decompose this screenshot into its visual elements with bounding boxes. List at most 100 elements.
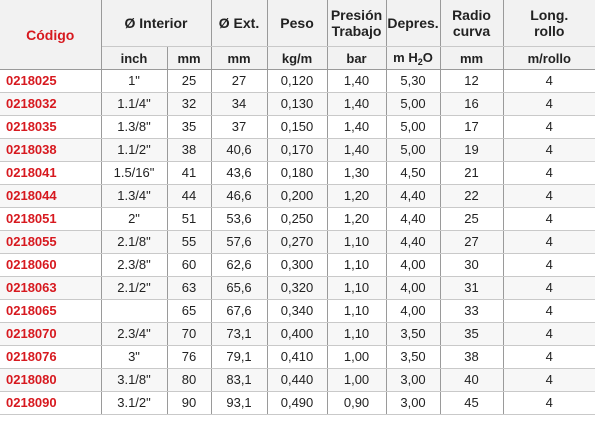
radio-cell: 12: [440, 69, 504, 93]
mm-cell: 90: [167, 391, 212, 415]
unit-mrollo: m/rollo: [503, 46, 595, 70]
code-cell: 0218090: [0, 391, 102, 415]
ext-cell: 65,6: [211, 276, 268, 300]
depres-cell: 5,30: [386, 69, 441, 93]
radio-cell: 16: [440, 92, 504, 116]
table-row: 0218090 3.1/2" 90 93,1 0,490 0,90 3,00 45 4: [0, 391, 595, 415]
table-row: 0218038 1.1/2" 38 40,6 0,170 1,40 5,00 19 4: [0, 138, 595, 162]
inch-cell: 2.1/2": [101, 276, 168, 300]
inch-cell: 2": [101, 207, 168, 231]
unit-mh2o-post: O: [422, 49, 433, 65]
table-row: 0218065 65 67,6 0,340 1,10 4,00 33 4: [0, 299, 595, 323]
table-body: 0218025 1" 25 27 0,120 1,40 5,30 12 4 0218032 1.1…: [0, 69, 595, 415]
mm-cell: 60: [167, 253, 212, 277]
inch-cell: 1.1/4": [101, 92, 168, 116]
inch-cell: [101, 299, 168, 323]
inch-cell: 1.1/2": [101, 138, 168, 162]
unit-bar: bar: [327, 46, 387, 70]
ext-cell: 46,6: [211, 184, 268, 208]
code-cell: 0218032: [0, 92, 102, 116]
peso-cell: 0,300: [267, 253, 328, 277]
radio-cell: 30: [440, 253, 504, 277]
bar-cell: 1,10: [327, 253, 387, 277]
depres-cell: 5,00: [386, 115, 441, 139]
depres-cell: 4,00: [386, 276, 441, 300]
radio-header-line2: curva: [452, 23, 491, 39]
unit-mm-interior: mm: [167, 46, 212, 70]
code-cell: 0218025: [0, 69, 102, 93]
peso-cell: 0,200: [267, 184, 328, 208]
mm-cell: 38: [167, 138, 212, 162]
peso-cell: 0,120: [267, 69, 328, 93]
peso-cell: 0,320: [267, 276, 328, 300]
rollo-cell: 4: [503, 322, 595, 346]
code-cell: 0218041: [0, 161, 102, 185]
peso-cell: 0,270: [267, 230, 328, 254]
table-row: 0218076 3" 76 79,1 0,410 1,00 3,50 38 4: [0, 345, 595, 369]
code-cell: 0218044: [0, 184, 102, 208]
depres-cell: 4,00: [386, 299, 441, 323]
bar-cell: 1,10: [327, 322, 387, 346]
inch-cell: 3.1/2": [101, 391, 168, 415]
mm-cell: 51: [167, 207, 212, 231]
inch-cell: 1.3/4": [101, 184, 168, 208]
ext-cell: 93,1: [211, 391, 268, 415]
peso-header: Peso: [267, 0, 328, 47]
inch-cell: 2.3/4": [101, 322, 168, 346]
code-cell: 0218076: [0, 345, 102, 369]
table-row: 0218060 2.3/8" 60 62,6 0,300 1,10 4,00 30 4: [0, 253, 595, 277]
ext-cell: 37: [211, 115, 268, 139]
depres-cell: 5,00: [386, 92, 441, 116]
ext-cell: 34: [211, 92, 268, 116]
rollo-cell: 4: [503, 391, 595, 415]
code-cell: 0218063: [0, 276, 102, 300]
bar-cell: 1,00: [327, 345, 387, 369]
mm-cell: 70: [167, 322, 212, 346]
header-row: Código Ø Interior Ø Ext. Peso Presión Tr…: [0, 0, 595, 70]
unit-mh2o-pre: m H: [393, 49, 418, 65]
unit-mm-radio: mm: [440, 46, 504, 70]
ext-cell: 73,1: [211, 322, 268, 346]
rollo-cell: 4: [503, 368, 595, 392]
radio-cell: 40: [440, 368, 504, 392]
peso-cell: 0,400: [267, 322, 328, 346]
interior-header: Ø Interior: [101, 0, 212, 47]
presion-header-line1: Presión: [330, 7, 383, 23]
inch-cell: 1.3/8": [101, 115, 168, 139]
mm-cell: 25: [167, 69, 212, 93]
depres-cell: 4,40: [386, 230, 441, 254]
depres-header: Depres.: [386, 0, 441, 47]
presion-header-line2: Trabajo: [331, 23, 382, 39]
code-cell: 0218060: [0, 253, 102, 277]
table-row: 0218044 1.3/4" 44 46,6 0,200 1,20 4,40 22 4: [0, 184, 595, 208]
depres-cell: 3,50: [386, 322, 441, 346]
peso-cell: 0,130: [267, 92, 328, 116]
mm-cell: 63: [167, 276, 212, 300]
code-cell: 0218055: [0, 230, 102, 254]
table-row: 0218070 2.3/4" 70 73,1 0,400 1,10 3,50 35 4: [0, 322, 595, 346]
units-row: inch mm mm kg/m bar m H2O mm m/rollo: [0, 46, 595, 70]
ext-cell: 43,6: [211, 161, 268, 185]
inch-cell: 2.3/8": [101, 253, 168, 277]
bar-cell: 1,10: [327, 276, 387, 300]
mm-cell: 65: [167, 299, 212, 323]
inch-cell: 2.1/8": [101, 230, 168, 254]
inch-cell: 1": [101, 69, 168, 93]
rollo-cell: 4: [503, 138, 595, 162]
rollo-cell: 4: [503, 92, 595, 116]
bar-cell: 1,20: [327, 207, 387, 231]
mm-cell: 32: [167, 92, 212, 116]
bar-cell: 1,40: [327, 138, 387, 162]
bar-cell: 1,20: [327, 184, 387, 208]
inch-cell: 3": [101, 345, 168, 369]
mm-cell: 41: [167, 161, 212, 185]
unit-mh2o-sub: 2: [417, 56, 423, 67]
peso-cell: 0,150: [267, 115, 328, 139]
bar-cell: 1,30: [327, 161, 387, 185]
depres-cell: 3,00: [386, 391, 441, 415]
inch-cell: 3.1/8": [101, 368, 168, 392]
radio-cell: 19: [440, 138, 504, 162]
ext-cell: 67,6: [211, 299, 268, 323]
table-row: 0218035 1.3/8" 35 37 0,150 1,40 5,00 17 4: [0, 115, 595, 139]
radio-cell: 25: [440, 207, 504, 231]
